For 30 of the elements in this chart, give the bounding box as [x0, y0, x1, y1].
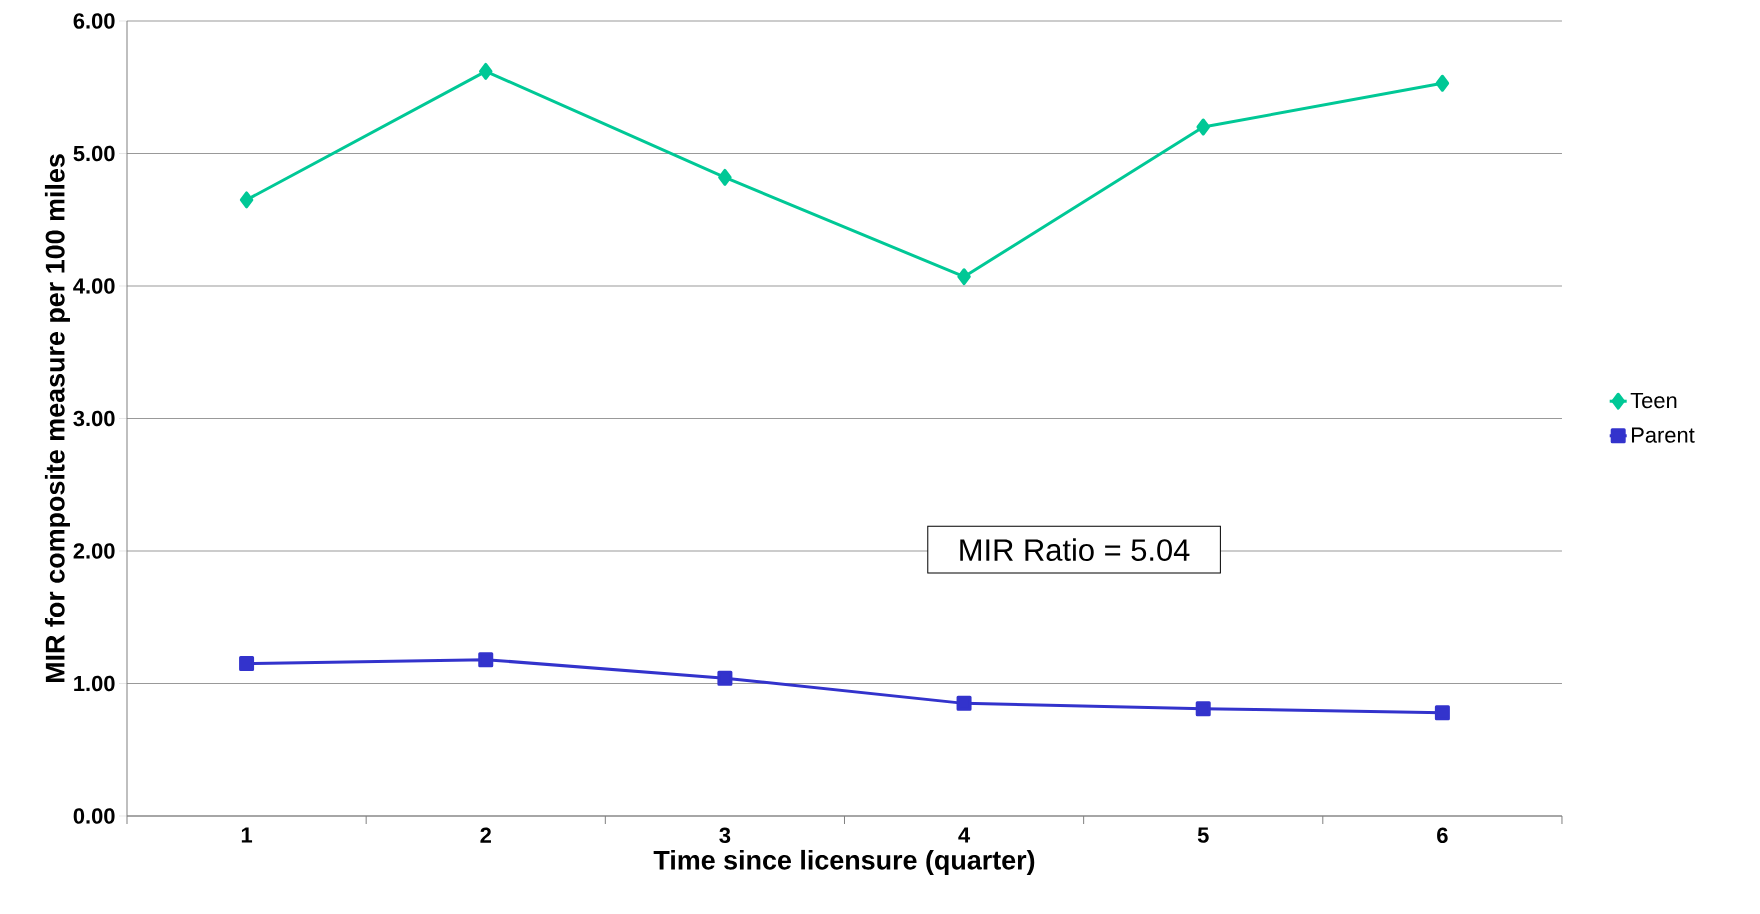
y-axis-title: MIR for composite measure per 100 miles	[44, 154, 70, 683]
y-tick-label: 3.00	[73, 410, 115, 427]
legend-label: Parent	[1632, 427, 1695, 443]
point	[478, 652, 494, 668]
point	[717, 670, 733, 686]
point	[957, 268, 971, 286]
y-tick-label: 4.00	[73, 278, 115, 294]
x-axis-title: Time since licensure (quarter)	[653, 849, 1035, 875]
legend-label: Teen	[1630, 392, 1677, 409]
y-tick-label: 0.00	[73, 808, 115, 824]
y-tick-label: 1.00	[74, 675, 115, 692]
point	[1196, 118, 1210, 136]
x-tick-label: 1	[241, 827, 253, 843]
x-tick-label: 3	[719, 827, 731, 844]
y-tick-label: 6.00	[73, 13, 115, 29]
x-tick-label: 5	[1197, 827, 1209, 843]
point	[239, 191, 254, 209]
point	[1195, 701, 1211, 717]
y-tick-label: 5.00	[73, 145, 115, 162]
annotation: MIR Ratio = 5.04	[960, 538, 1190, 561]
y-tick-label: 2.00	[73, 543, 115, 559]
x-tick-label: 4	[958, 827, 971, 843]
point	[956, 695, 972, 711]
point	[718, 168, 732, 186]
point	[239, 656, 255, 672]
point	[1434, 705, 1450, 721]
point	[478, 62, 493, 80]
x-tick-label: 2	[480, 827, 491, 843]
x-tick-label: 6	[1437, 827, 1448, 844]
point	[1435, 74, 1450, 92]
